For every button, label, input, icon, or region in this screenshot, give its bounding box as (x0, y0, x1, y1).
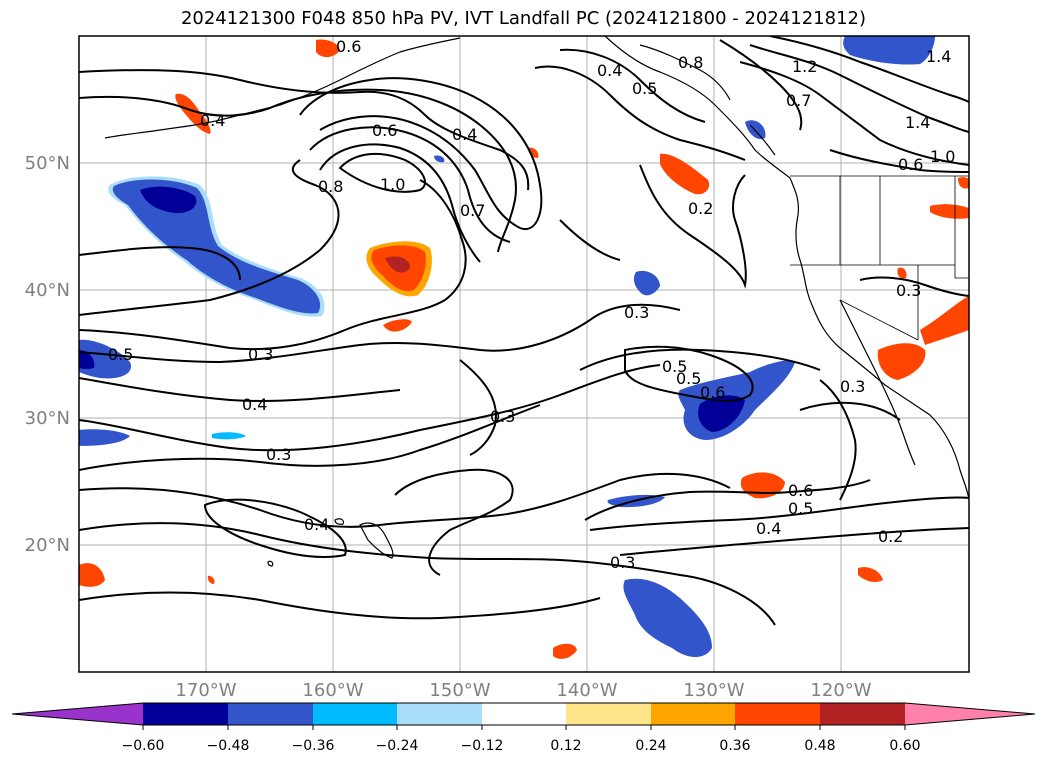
borders (790, 175, 969, 341)
colorbar-extend-high (905, 703, 1035, 725)
pos-region-coast (877, 343, 926, 380)
lat-label-20n: 20°N (25, 535, 70, 556)
contour-label: 0.5 (632, 79, 657, 98)
map-frame (78, 35, 970, 673)
contour-label: 0.4 (452, 125, 477, 144)
contour-label: 0.5 (676, 369, 701, 388)
contour-label: 0.6 (700, 383, 725, 402)
contour-label: 0.4 (200, 111, 225, 130)
colorbar: −0.60 −0.48 −0.36 −0.24 −0.12 0.12 0.24 … (11, 702, 1036, 754)
contour-label: 0.4 (756, 519, 781, 538)
neg-region-south (623, 578, 712, 657)
colorbar-tick-label: 0.12 (550, 738, 581, 754)
contour-label: 0.8 (678, 53, 703, 72)
contour-label: 0.5 (788, 499, 813, 518)
gridlines (79, 36, 969, 672)
colorbar-tick-label: −0.24 (376, 738, 419, 754)
contour-label: 0.6 (788, 481, 813, 500)
contour-label: 0.3 (840, 377, 865, 396)
contour-label: 0.5 (108, 345, 133, 364)
contour-label: 0.4 (242, 395, 267, 414)
lon-label-140w: 140°W (556, 680, 617, 701)
contour-label: 0.7 (786, 91, 811, 110)
lat-label-40n: 40°N (25, 280, 70, 301)
map-title: 2024121300 F048 850 hPa PV, IVT Landfall… (180, 8, 867, 29)
contour-label: 0.2 (878, 527, 903, 546)
contour-label: 1.2 (792, 57, 817, 76)
lon-label-160w: 160°W (302, 680, 363, 701)
neg-region-westedge (79, 339, 131, 379)
colorbar-tick-label: −0.48 (207, 738, 250, 754)
contour-label: 1.0 (930, 147, 955, 166)
lon-label-130w: 130°W (683, 680, 744, 701)
coastlines (104, 36, 969, 567)
colorbar-tick-label: 0.60 (889, 738, 920, 754)
contour-label: 0.3 (490, 407, 515, 426)
contour-label: 1.4 (926, 47, 951, 66)
contour-label: 1.4 (905, 113, 930, 132)
contour-label: 0.5 (662, 357, 687, 376)
latitude-labels: 50°N 40°N 30°N 20°N (25, 153, 70, 556)
lon-label-170w: 170°W (175, 680, 236, 701)
positive-pv-shading (79, 39, 969, 659)
colorbar-tick-label: −0.12 (461, 738, 504, 754)
colorbar-extend-low (12, 703, 143, 725)
colorbar-tick-label: −0.36 (292, 738, 335, 754)
colorbar-tick-label: −0.60 (122, 738, 165, 754)
lat-label-50n: 50°N (25, 153, 70, 174)
contour-label: 0.8 (318, 177, 343, 196)
contour-label: 0.3 (624, 303, 649, 322)
contour-label: 1.0 (380, 175, 405, 194)
contour-label: 0.6 (898, 155, 923, 174)
contour-label: 0.2 (688, 199, 713, 218)
lon-label-150w: 150°W (429, 680, 490, 701)
contour-label: 0.4 (304, 515, 329, 534)
ivt-contours (79, 36, 969, 626)
contour-label: 0.6 (372, 121, 397, 140)
longitude-labels: 170°W 160°W 150°W 140°W 130°W 120°W (175, 680, 871, 701)
lat-label-30n: 30°N (25, 408, 70, 429)
lon-label-120w: 120°W (810, 680, 871, 701)
contour-label: 0.6 (336, 37, 361, 56)
contour-label: 0.7 (460, 201, 485, 220)
colorbar-tick-label: 0.24 (635, 738, 666, 754)
contour-label: 0.3 (610, 553, 635, 572)
colorbar-ticks (142, 725, 906, 730)
colorbar-tick-label: 0.36 (719, 738, 750, 754)
colorbar-tick-label: 0.48 (804, 738, 835, 754)
contour-labels: 0.6 0.4 0.5 0.8 0.4 0.5 1.2 1.4 1.0 0.7 … (108, 37, 955, 572)
contour-label: 0.3 (896, 281, 921, 300)
contour-label: 0.3 (248, 345, 273, 364)
contour-label: 0.3 (266, 445, 291, 464)
contour-label: 0.4 (597, 61, 622, 80)
